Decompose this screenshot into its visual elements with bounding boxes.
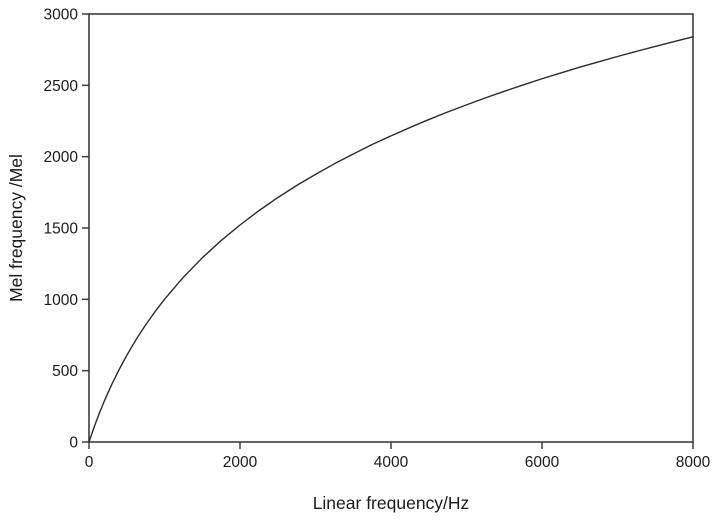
y-tick-label: 0: [69, 434, 78, 451]
y-axis-title: Mel frequency /Mel: [6, 154, 26, 302]
x-axis-title: Linear frequency/Hz: [313, 493, 470, 513]
y-tick-label: 3000: [44, 6, 79, 23]
plot-frame: [88, 13, 694, 443]
x-tick-label: 8000: [676, 454, 711, 471]
y-tick-label: 1500: [44, 220, 79, 237]
x-tick-label: 0: [85, 454, 94, 471]
y-tick-label: 1000: [44, 292, 79, 309]
x-tick-label: 4000: [374, 454, 409, 471]
mel-scale-curve: [88, 36, 694, 443]
y-tick-label: 500: [52, 363, 78, 380]
x-tick-label: 6000: [525, 454, 560, 471]
y-tick-label: 2500: [44, 78, 79, 95]
plot-layer: 0 2000 4000 6000 8000 0 500 1000 1500 2000 2500 300…: [44, 6, 711, 471]
y-tick-label: 2000: [44, 149, 79, 166]
x-tick-label: 2000: [223, 454, 258, 471]
